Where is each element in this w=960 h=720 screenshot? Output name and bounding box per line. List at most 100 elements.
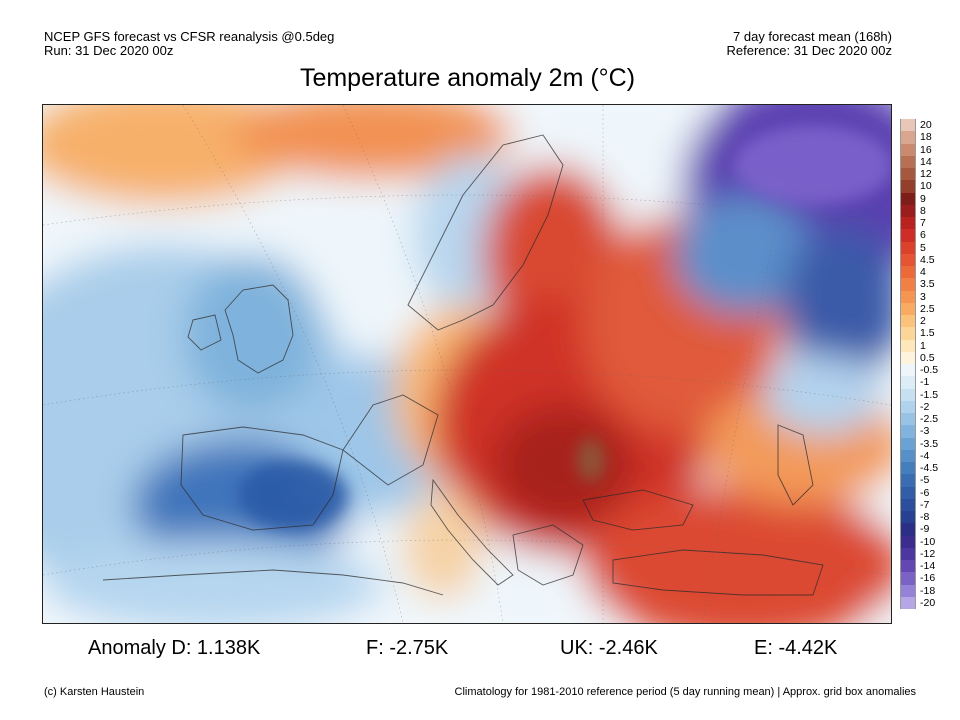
anomaly-france: F: -2.75K [366,637,449,659]
legend-swatch [900,168,916,181]
legend-swatch [900,266,916,279]
legend-label: -1.5 [920,388,939,401]
graticule [43,105,891,623]
scandinavia-outline [407,134,564,331]
legend-swatch [900,278,916,291]
legend-label: -2.5 [920,413,939,426]
legend-label: 4.5 [920,253,935,266]
legend-swatch [900,400,916,413]
anomaly-spain: E: -4.42K [754,637,838,659]
legend-swatch [900,474,916,487]
legend-label: -8 [920,511,930,524]
climatology-note: Climatology for 1981-2010 reference peri… [454,686,916,698]
iberia-outline [180,426,344,531]
legend-label: 10 [920,180,932,193]
legend-swatch [900,364,916,377]
legend-swatch [900,486,916,499]
legend-label: -6 [920,486,930,499]
legend-swatch [900,241,916,254]
legend-label: 8 [920,204,926,217]
legend-swatch [900,425,916,438]
color-legend-labels: 20 18 16 14 12 10 9 8 7 6 5 4.5 4 3.5 3 2.5 2 1.5 1 0.5 -0.5… [920,119,960,609]
color-legend [900,119,916,609]
forecast-period: 7 day forecast mean (168h) [733,29,892,44]
greece-outline [512,524,584,586]
siberia-purple-core [733,125,891,205]
legend-swatch [900,143,916,156]
legend-swatch [900,339,916,352]
ireland-outline [187,314,222,351]
north-africa-coast [102,569,444,596]
legend-swatch [900,192,916,205]
legend-swatch [900,302,916,315]
legend-label: 18 [920,131,932,144]
north-africa-cold [43,540,383,623]
legend-swatch [900,180,916,193]
legend-swatch [900,498,916,511]
legend-label: 12 [920,168,932,181]
legend-swatch [900,462,916,475]
legend-swatch [900,572,916,585]
legend-label: 4 [920,266,926,279]
header-right: 7 day forecast mean (168h) Reference: 31… [727,30,893,58]
header-left: NCEP GFS forecast vs CFSR reanalysis @0.… [44,30,334,58]
legend-swatch [900,315,916,328]
legend-label: -0.5 [920,364,939,377]
turkey-outline [612,549,824,596]
legend-label: 7 [920,217,926,230]
uk-cold [183,255,323,415]
caspian-outline [777,424,814,506]
legend-swatch [900,535,916,548]
anomaly-uk: UK: -2.46K [560,637,658,659]
legend-label: -1 [920,376,930,389]
legend-swatch [900,204,916,217]
legend-swatch [900,547,916,560]
copyright: (c) Karsten Haustein [44,686,145,698]
reference-info: Reference: 31 Dec 2020 00z [726,43,893,58]
legend-swatch [900,131,916,144]
legend-label: 3 [920,290,926,303]
spain-dark-cold [238,460,348,530]
legend-swatch [900,351,916,364]
legend-label: 16 [920,143,932,156]
legend-swatch [900,523,916,536]
legend-label: -4 [920,449,930,462]
legend-label: -7 [920,498,930,511]
legend-label: 1.5 [920,327,935,340]
legend-swatch [900,217,916,230]
legend-label: -18 [920,584,936,597]
legend-label: -2 [920,400,930,413]
legend-label: 6 [920,229,926,242]
legend-label: 20 [920,119,932,132]
france-outline [342,394,439,486]
legend-swatch [900,584,916,597]
legend-swatch [900,119,916,132]
legend-label: 9 [920,192,926,205]
legend-label: -3.5 [920,437,939,450]
legend-label: 1 [920,339,926,352]
legend-swatch [900,155,916,168]
legend-swatch [900,560,916,573]
great-britain-outline [224,284,294,374]
legend-label: 0.5 [920,351,935,364]
legend-label: -3 [920,425,930,438]
legend-label: -16 [920,572,936,585]
legend-swatch [900,413,916,426]
legend-swatch [900,290,916,303]
anomaly-germany: Anomaly D: 1.138K [88,637,261,659]
legend-label: 14 [920,155,932,168]
italy-outline [430,478,514,586]
anomaly-map [42,104,892,624]
ural-cold [673,195,813,315]
legend-swatch [900,229,916,242]
legend-label: 3.5 [920,278,935,291]
legend-swatch [900,253,916,266]
legend-label: -14 [920,560,936,573]
legend-label: 2 [920,315,926,328]
map-title: Temperature anomaly 2m (°C) [299,64,636,92]
legend-label: -5 [920,474,930,487]
legend-swatch [900,388,916,401]
legend-label: 5 [920,241,926,254]
legend-swatch [900,596,916,609]
turkey-warm [583,485,891,623]
